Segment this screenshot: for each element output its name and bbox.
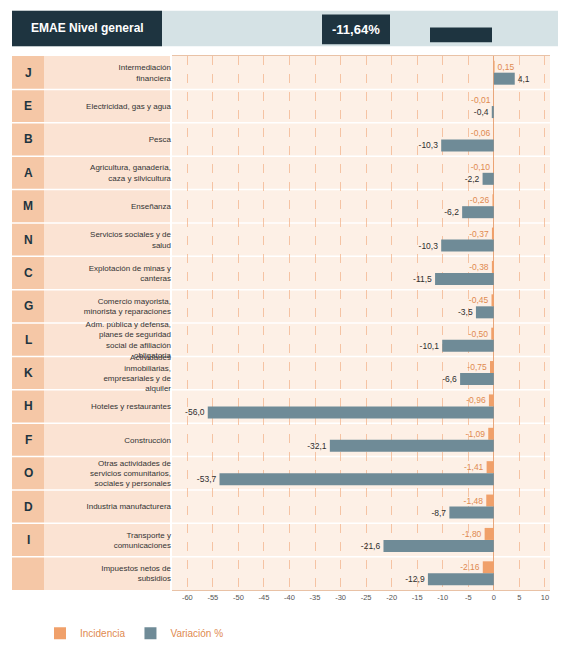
svg-text:Agricultura, ganadería,caza y: Agricultura, ganadería,caza y silvicultu…	[90, 163, 171, 182]
svg-text:-6,2: -6,2	[444, 207, 459, 217]
svg-text:Pesca: Pesca	[149, 135, 172, 144]
svg-text:-15: -15	[412, 593, 423, 602]
svg-text:-0,75: -0,75	[467, 362, 487, 372]
svg-text:M: M	[23, 199, 33, 213]
svg-text:-11,64%: -11,64%	[332, 22, 380, 37]
svg-text:-0,26: -0,26	[470, 195, 490, 205]
svg-text:-11,5: -11,5	[413, 274, 432, 284]
svg-text:C: C	[24, 266, 33, 280]
svg-text:G: G	[24, 299, 33, 313]
svg-text:-45: -45	[259, 593, 270, 602]
svg-text:Intermediaciónfinanciera: Intermediaciónfinanciera	[119, 63, 172, 82]
svg-text:Adm. pública y defensa,planes: Adm. pública y defensa,planes de segurid…	[86, 320, 172, 360]
svg-text:-0,45: -0,45	[469, 295, 489, 305]
svg-text:10: 10	[541, 593, 549, 602]
svg-text:Impuestos netos desubsidios: Impuestos netos desubsidios	[101, 564, 171, 583]
svg-text:Explotación de minas ycanteras: Explotación de minas ycanteras	[89, 264, 171, 283]
svg-text:-10,3: -10,3	[419, 241, 439, 251]
svg-text:K: K	[24, 366, 33, 380]
svg-text:Construcción: Construcción	[124, 436, 171, 445]
svg-text:-0,37: -0,37	[469, 229, 489, 239]
svg-text:-0,38: -0,38	[469, 262, 489, 272]
svg-text:Incidencia: Incidencia	[80, 628, 125, 639]
svg-text:-2,2: -2,2	[465, 174, 480, 184]
svg-text:O: O	[24, 466, 33, 480]
svg-text:-53,7: -53,7	[197, 474, 217, 484]
svg-text:-12,9: -12,9	[405, 574, 425, 584]
svg-text:4,1: 4,1	[518, 74, 530, 84]
svg-text:H: H	[24, 399, 33, 413]
svg-text:F: F	[25, 433, 32, 447]
svg-text:Enseñanza: Enseñanza	[131, 202, 172, 211]
svg-text:Actividadesinmobiliarias,empre: Actividadesinmobiliarias,empresariales y…	[103, 353, 171, 393]
svg-text:-10,3: -10,3	[419, 140, 439, 150]
svg-text:-1,41: -1,41	[464, 462, 484, 472]
svg-text:-0,06: -0,06	[471, 128, 491, 138]
svg-text:5: 5	[517, 593, 521, 602]
svg-text:-8,7: -8,7	[431, 508, 446, 518]
svg-text:-0,50: -0,50	[469, 329, 489, 339]
svg-text:-20: -20	[386, 593, 397, 602]
svg-text:B: B	[24, 132, 33, 146]
svg-text:L: L	[25, 333, 32, 347]
svg-text:-0,01: -0,01	[471, 95, 491, 105]
svg-text:-50: -50	[233, 593, 244, 602]
svg-text:N: N	[24, 233, 33, 247]
svg-text:D: D	[24, 500, 33, 514]
svg-text:I: I	[27, 533, 30, 547]
svg-text:E: E	[24, 99, 32, 113]
svg-text:Transporte ycomunicaciones: Transporte ycomunicaciones	[114, 531, 171, 550]
svg-text:0: 0	[492, 593, 496, 602]
svg-text:-30: -30	[335, 593, 346, 602]
svg-text:-40: -40	[284, 593, 295, 602]
svg-text:-0,10: -0,10	[471, 162, 491, 172]
svg-text:-0,4: -0,4	[474, 107, 489, 117]
svg-text:-60: -60	[182, 593, 193, 602]
svg-text:A: A	[24, 166, 33, 180]
svg-text:-3,5: -3,5	[458, 307, 473, 317]
svg-text:Industria manufacturera: Industria manufacturera	[87, 502, 172, 511]
svg-text:Servicios sociales y desalud: Servicios sociales y desalud	[90, 230, 171, 249]
svg-text:-35: -35	[310, 593, 321, 602]
svg-text:-6,6: -6,6	[442, 374, 457, 384]
svg-text:-5: -5	[465, 593, 472, 602]
svg-text:Electricidad, gas y agua: Electricidad, gas y agua	[86, 102, 171, 111]
svg-text:-21,6: -21,6	[361, 541, 381, 551]
svg-text:-25: -25	[361, 593, 372, 602]
svg-text:-10,1: -10,1	[420, 341, 440, 351]
svg-text:-10: -10	[437, 593, 448, 602]
svg-text:-56,0: -56,0	[185, 407, 205, 417]
svg-text:Hoteles y restaurantes: Hoteles y restaurantes	[91, 402, 171, 411]
svg-text:Variación %: Variación %	[170, 628, 223, 639]
svg-text:-2,16: -2,16	[460, 562, 480, 572]
svg-text:J: J	[25, 66, 32, 80]
svg-text:-1,80: -1,80	[462, 529, 482, 539]
svg-text:-32,1: -32,1	[307, 441, 327, 451]
svg-text:0,15: 0,15	[498, 62, 515, 72]
svg-text:-1,48: -1,48	[464, 496, 484, 506]
svg-text:-1,09: -1,09	[466, 429, 486, 439]
svg-text:EMAE Nivel general: EMAE Nivel general	[31, 21, 144, 35]
svg-text:-55: -55	[207, 593, 218, 602]
svg-text:Otras actividades deservicios: Otras actividades deservicios comunitari…	[90, 459, 171, 489]
svg-text:-0,96: -0,96	[466, 395, 486, 405]
svg-text:Comercio mayorista,minorista y: Comercio mayorista,minorista y reparacio…	[84, 297, 171, 316]
